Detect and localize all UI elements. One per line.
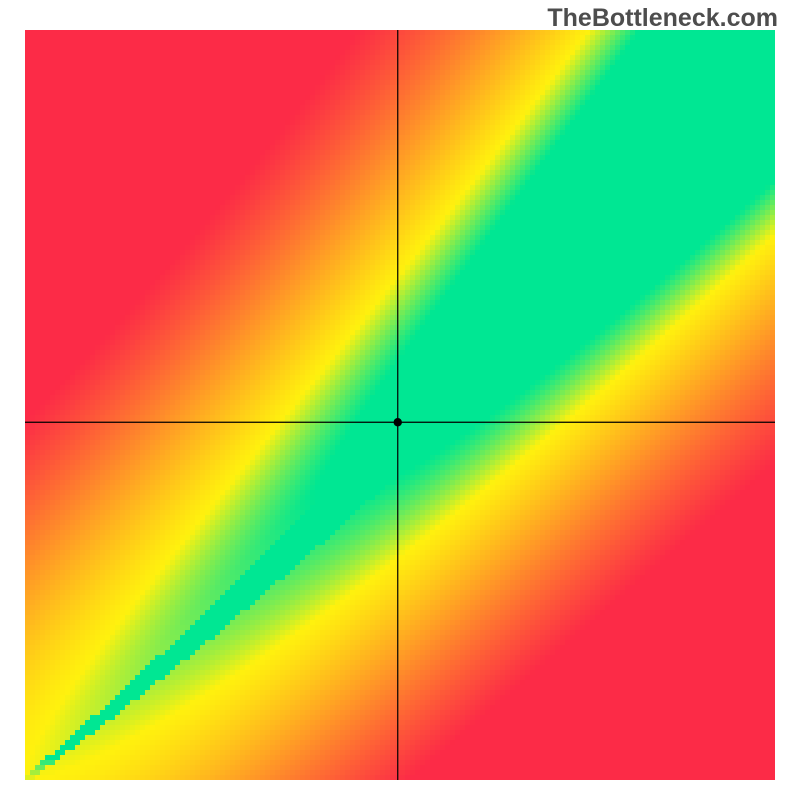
chart-container: TheBottleneck.com <box>0 0 800 800</box>
watermark-text: TheBottleneck.com <box>547 4 778 33</box>
bottleneck-heatmap <box>25 30 775 780</box>
